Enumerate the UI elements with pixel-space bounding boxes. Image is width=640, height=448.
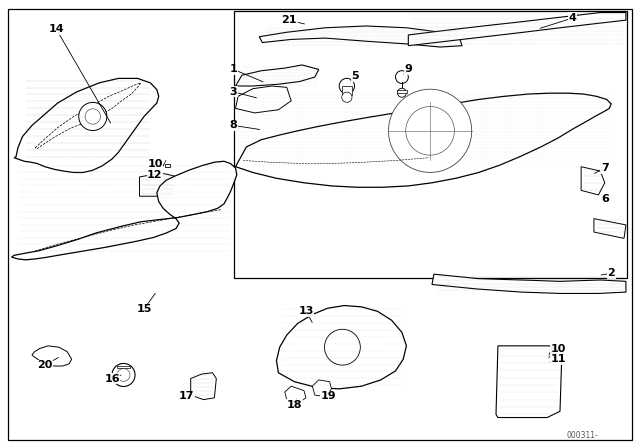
- Circle shape: [406, 107, 454, 155]
- Polygon shape: [165, 164, 170, 167]
- Text: 10: 10: [550, 345, 566, 354]
- Polygon shape: [14, 78, 159, 172]
- Text: 14: 14: [49, 24, 64, 34]
- Circle shape: [396, 71, 408, 83]
- Polygon shape: [594, 219, 626, 238]
- Polygon shape: [32, 346, 72, 366]
- Text: 12: 12: [147, 170, 163, 180]
- Text: 19: 19: [321, 392, 336, 401]
- Polygon shape: [276, 306, 406, 389]
- Text: 16: 16: [104, 374, 120, 383]
- Text: 1: 1: [230, 65, 237, 74]
- Circle shape: [388, 89, 472, 172]
- Text: 4: 4: [569, 13, 577, 23]
- Polygon shape: [140, 174, 178, 196]
- Polygon shape: [12, 161, 237, 260]
- Polygon shape: [342, 86, 352, 95]
- Circle shape: [117, 369, 130, 381]
- Polygon shape: [496, 346, 562, 418]
- Circle shape: [339, 78, 355, 94]
- Polygon shape: [397, 90, 407, 93]
- Text: 000311-: 000311-: [566, 431, 598, 440]
- Polygon shape: [581, 167, 605, 195]
- Text: 20: 20: [37, 360, 52, 370]
- Text: 8: 8: [230, 121, 237, 130]
- Circle shape: [397, 88, 406, 97]
- Text: 2: 2: [607, 268, 615, 278]
- Circle shape: [79, 103, 107, 130]
- Text: 18: 18: [287, 400, 302, 409]
- Text: 15: 15: [136, 304, 152, 314]
- Polygon shape: [236, 65, 319, 86]
- Polygon shape: [236, 86, 291, 113]
- Text: 13: 13: [298, 306, 314, 316]
- Circle shape: [112, 363, 135, 387]
- Text: 17: 17: [179, 392, 195, 401]
- Text: 6: 6: [601, 194, 609, 204]
- Polygon shape: [191, 373, 216, 400]
- Polygon shape: [312, 380, 332, 396]
- Polygon shape: [117, 366, 130, 368]
- Circle shape: [85, 109, 100, 124]
- Text: 11: 11: [550, 354, 566, 364]
- Polygon shape: [285, 386, 306, 402]
- Text: 10: 10: [147, 159, 163, 168]
- Text: 21: 21: [282, 15, 297, 25]
- Circle shape: [324, 329, 360, 365]
- Bar: [234, 11, 627, 278]
- Text: 3: 3: [230, 87, 237, 97]
- Polygon shape: [236, 93, 611, 187]
- Text: 5: 5: [351, 71, 359, 81]
- Polygon shape: [259, 26, 462, 47]
- Polygon shape: [432, 274, 626, 293]
- Polygon shape: [408, 13, 626, 46]
- Text: 9: 9: [404, 65, 412, 74]
- Text: 7: 7: [601, 163, 609, 173]
- Circle shape: [342, 92, 352, 102]
